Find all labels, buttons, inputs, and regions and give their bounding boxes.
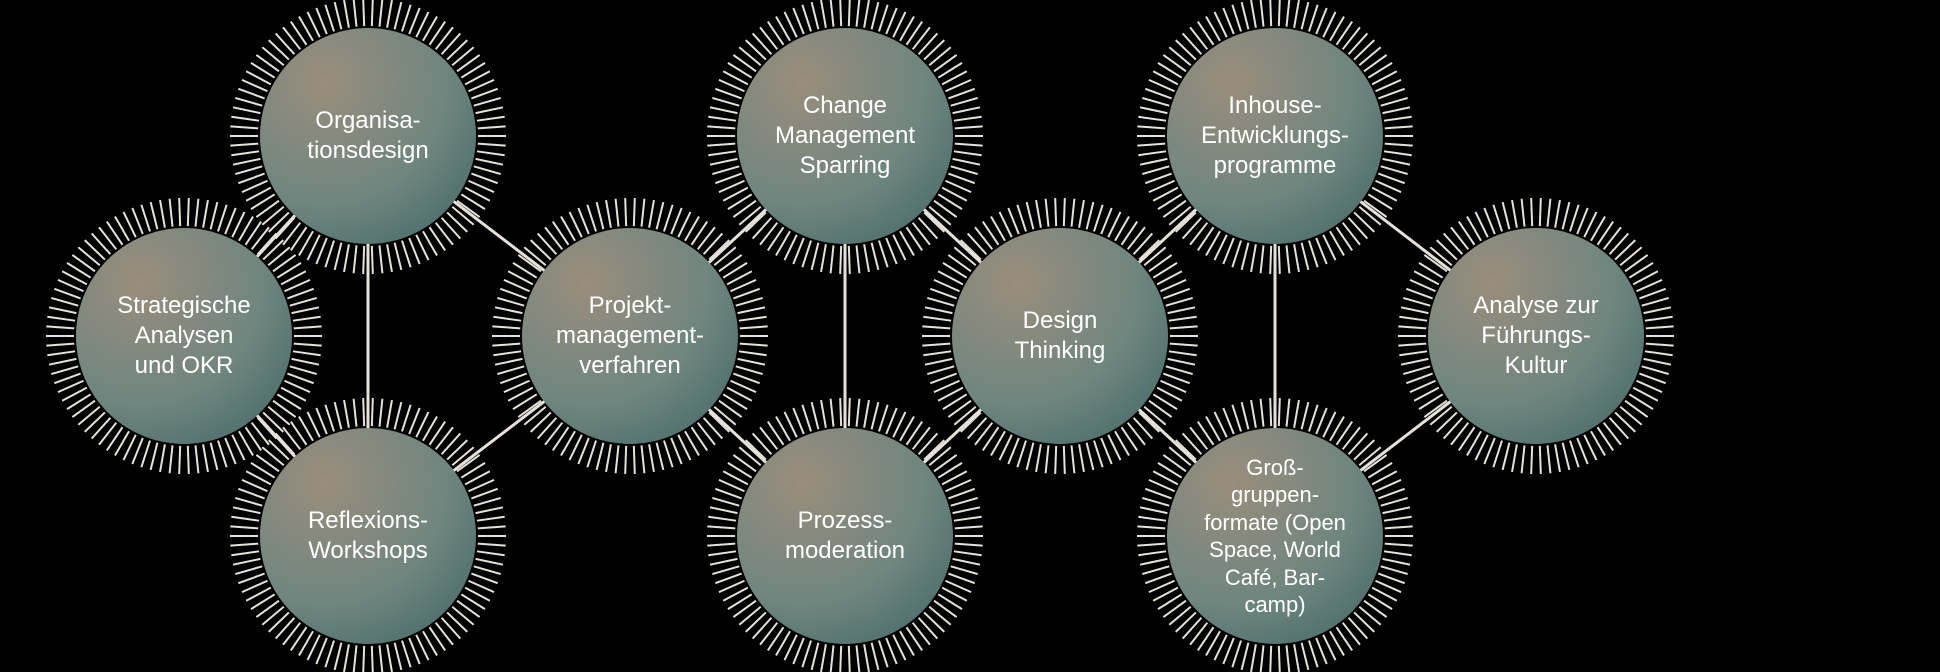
node-n9: Groß- gruppen- formate (Open Space, Worl…: [1137, 398, 1413, 672]
node-label: Organisa- tionsdesign: [260, 28, 476, 244]
node-n10: Analyse zur Führungs- Kultur: [1398, 198, 1674, 474]
diagram-canvas: Strategische Analysen und OKROrganisa- t…: [0, 0, 1940, 672]
node-label: Inhouse- Entwicklungs- programme: [1167, 28, 1383, 244]
node-label: Groß- gruppen- formate (Open Space, Worl…: [1167, 428, 1383, 644]
node-label: Prozess- moderation: [737, 428, 953, 644]
node-label: Reflexions- Workshops: [260, 428, 476, 644]
node-n2: Organisa- tionsdesign: [230, 0, 506, 274]
node-label: Change Management Sparring: [737, 28, 953, 244]
node-n8: Inhouse- Entwicklungs- programme: [1137, 0, 1413, 274]
node-label: Design Thinking: [952, 228, 1168, 444]
node-n3: Reflexions- Workshops: [230, 398, 506, 672]
node-label: Analyse zur Führungs- Kultur: [1428, 228, 1644, 444]
node-label: Projekt- management- verfahren: [522, 228, 738, 444]
